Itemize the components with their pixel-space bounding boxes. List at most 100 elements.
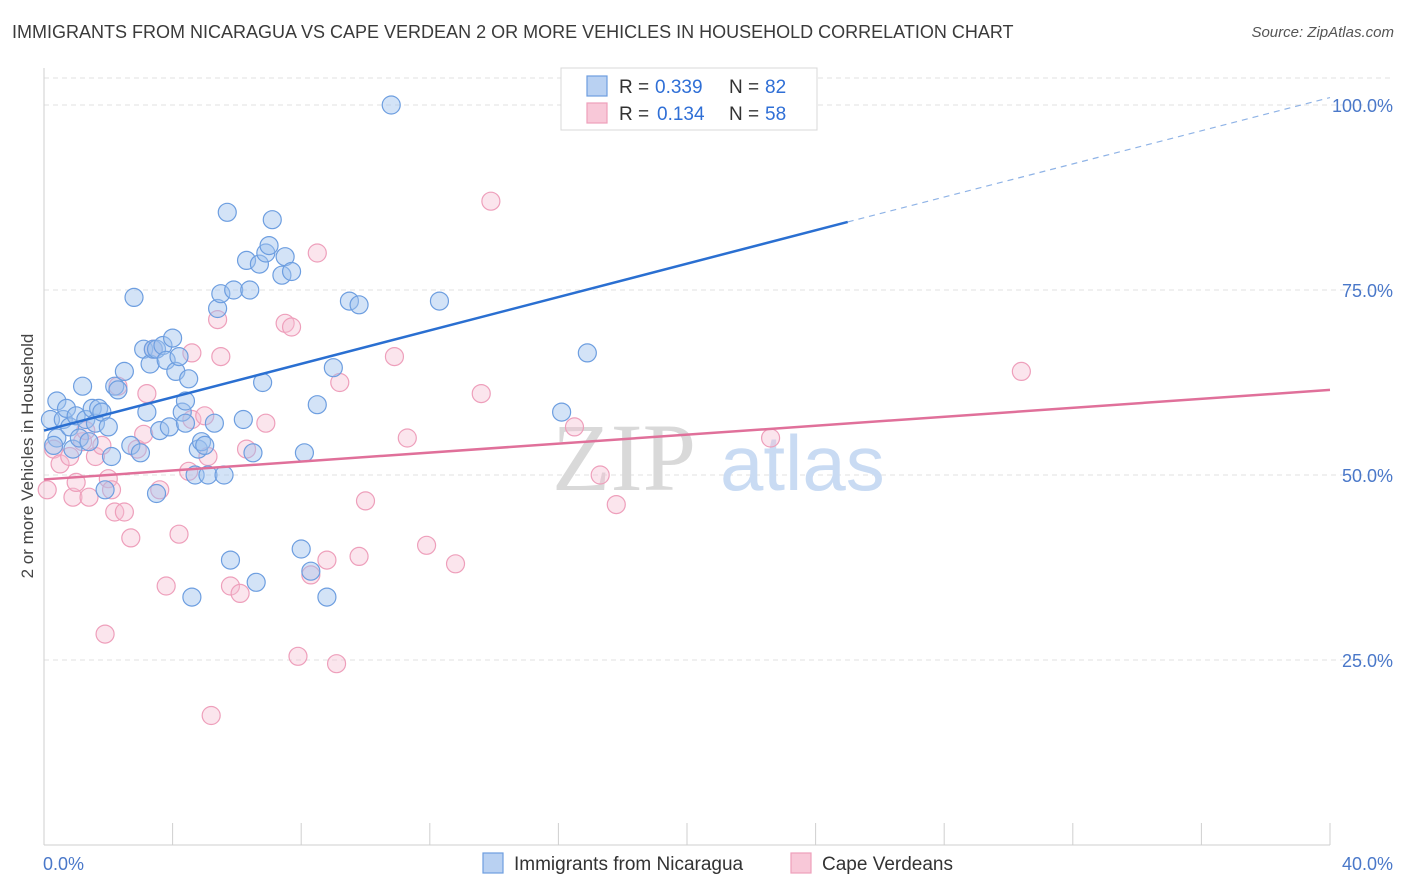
correlation-legend: R = 0.339 N = 82 R = 0.134 N = 58 <box>560 67 818 131</box>
nicaragua-point-4 <box>56 398 77 418</box>
nicaragua-point-49 <box>214 465 234 485</box>
nicaragua-point-40 <box>182 587 202 607</box>
chart-title: IMMIGRANTS FROM NICARAGUA VS CAPE VERDEA… <box>12 22 1014 42</box>
cape-verdean-point-22 <box>156 576 176 596</box>
y-tick-label-0: 25.0% <box>1342 651 1393 671</box>
legend-n-label-1: N = <box>729 77 759 98</box>
cape-verdean-point-34 <box>256 413 276 433</box>
cape-verdean-point-53 <box>606 495 626 515</box>
bottom-legend-swatch-cape-verdeans <box>790 852 812 874</box>
nicaragua-point-56 <box>243 443 263 463</box>
cape-verdean-point-0 <box>37 480 57 500</box>
nicaragua-point-80 <box>114 361 134 381</box>
nicaragua-point-55 <box>240 280 260 300</box>
cape-verdean-point-46 <box>397 428 417 448</box>
y-axis-label: 2 or more Vehicles in Household <box>18 334 37 579</box>
cape-verdean-point-45 <box>384 347 405 367</box>
nicaragua-point-46 <box>204 413 224 433</box>
nicaragua-point-76 <box>552 402 572 422</box>
cape-verdean-point-40 <box>317 550 337 570</box>
cape-verdean-point-9 <box>92 435 112 455</box>
cape-verdean-point-13 <box>105 502 125 522</box>
nicaragua-point-9 <box>72 376 93 396</box>
y-tick-labels: 25.0% 50.0% 75.0% 100.0% <box>1332 96 1393 671</box>
cape-verdean-point-48 <box>445 554 466 574</box>
cape-verdean-point-47 <box>416 535 437 555</box>
nicaragua-point-61 <box>259 236 279 256</box>
nicaragua-point-23 <box>130 443 151 463</box>
axes <box>43 68 1331 846</box>
grid-lines <box>44 77 1390 661</box>
nicaragua-point-31 <box>153 335 173 356</box>
nicaragua-point-69 <box>307 395 327 415</box>
nicaragua-point-73 <box>349 295 369 315</box>
cape-verdean-point-41 <box>326 654 347 674</box>
cape-verdean-point-12 <box>101 480 122 500</box>
cape-verdean-point-43 <box>349 546 369 567</box>
cape-verdean-point-18 <box>134 424 154 444</box>
y-tick-label-1: 50.0% <box>1342 466 1393 486</box>
nicaragua-point-43 <box>191 432 212 452</box>
cape-verdean-point-37 <box>288 646 308 666</box>
nicaragua-point-33 <box>159 417 179 437</box>
cape-verdean-point-16 <box>121 528 141 548</box>
nicaragua-point-38 <box>175 413 196 433</box>
watermark-atlas: atlas <box>720 419 885 507</box>
nicaragua-point-6 <box>63 439 83 459</box>
cape-verdean-point-30 <box>211 347 231 367</box>
nicaragua-point-37 <box>172 402 192 422</box>
bottom-legend-label-nicaragua: Immigrants from Nicaragua <box>514 854 744 875</box>
trend-line-nicaragua-extension <box>847 97 1331 223</box>
trend-lines <box>43 97 1331 481</box>
cape-verdean-point-36 <box>281 317 302 337</box>
nicaragua-point-63 <box>272 265 292 285</box>
nicaragua-point-8 <box>69 428 89 448</box>
nicaragua-point-11 <box>79 432 99 452</box>
nicaragua-point-79 <box>44 435 64 455</box>
nicaragua-point-16 <box>95 480 115 500</box>
nicaragua-point-57 <box>246 572 266 592</box>
nicaragua-point-2 <box>47 391 67 411</box>
legend-swatch-nicaragua <box>586 75 608 97</box>
nicaragua-point-67 <box>294 443 315 463</box>
legend-swatch-cape-verdeans <box>586 102 608 124</box>
cape-verdean-point-23 <box>169 524 189 544</box>
trend-line-nicaragua <box>43 220 849 432</box>
nicaragua-point-81 <box>175 391 196 411</box>
cape-verdean-point-6 <box>72 432 93 452</box>
legend-r-value-2: 0.134 <box>657 104 705 125</box>
cape-verdean-point-10 <box>95 624 115 644</box>
cape-verdean-point-29 <box>208 310 228 330</box>
cape-verdean-point-32 <box>230 583 250 604</box>
nicaragua-point-17 <box>98 417 118 437</box>
legend-r-value-1: 0.339 <box>655 77 703 98</box>
nicaragua-point-53 <box>233 409 253 430</box>
legend-n-value-1: 82 <box>765 77 786 98</box>
legend-r-label-1: R = <box>619 77 649 98</box>
nicaragua-point-47 <box>208 298 228 319</box>
series-legend: Immigrants from Nicaragua Cape Verdeans <box>482 852 953 875</box>
series-nicaragua <box>40 95 726 607</box>
nicaragua-point-75 <box>429 291 450 311</box>
nicaragua-point-36 <box>169 347 189 367</box>
nicaragua-point-52 <box>224 280 244 300</box>
cape-verdean-point-39 <box>307 243 327 263</box>
x-tick-labels: 0.0% 40.0% <box>43 854 1393 874</box>
nicaragua-point-77 <box>577 343 597 363</box>
legend-n-value-2: 58 <box>765 104 786 125</box>
nicaragua-point-39 <box>179 369 199 389</box>
nicaragua-point-44 <box>195 435 215 455</box>
cape-verdean-point-31 <box>220 576 241 596</box>
bottom-legend-label-cape-verdeans: Cape Verdeans <box>822 854 953 875</box>
watermark-zip: ZIP <box>552 404 696 511</box>
nicaragua-point-72 <box>339 291 360 311</box>
legend-r-label-2: R = <box>619 104 649 125</box>
nicaragua-point-65 <box>281 261 302 282</box>
nicaragua-point-29 <box>146 483 167 504</box>
nicaragua-point-21 <box>124 287 144 307</box>
cape-verdean-point-44 <box>355 491 376 511</box>
cape-verdean-point-2 <box>50 454 70 474</box>
y-tick-label-3: 100.0% <box>1332 96 1393 116</box>
cape-verdean-point-54 <box>760 428 781 448</box>
